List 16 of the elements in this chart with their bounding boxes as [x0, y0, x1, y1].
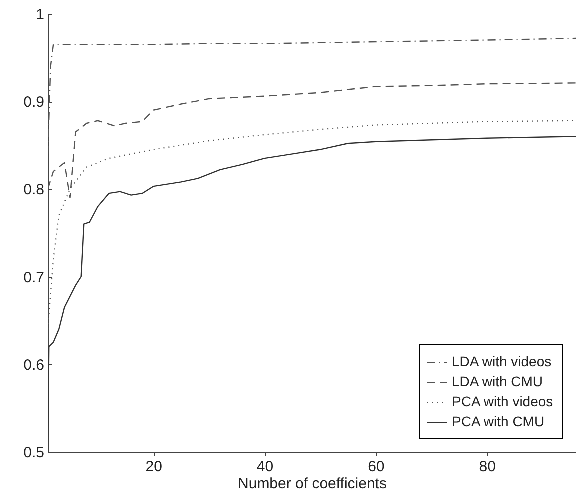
x-axis-title: Number of coefficients	[238, 476, 387, 492]
x-tick-label: 40	[256, 458, 274, 476]
y-tick-label: 0.9	[24, 94, 44, 112]
legend-label: LDA with CMU	[452, 374, 544, 390]
y-tick-label: 0.7	[24, 269, 44, 286]
x-tick-label: 80	[479, 458, 496, 476]
y-tick-label: 1	[36, 6, 44, 24]
legend-label: LDA with videos	[452, 354, 552, 370]
legend-label: PCA with CMU	[452, 414, 545, 430]
line-series	[48, 38, 576, 155]
y-tick-label: 0.5	[24, 444, 44, 462]
x-tick-label: 20	[146, 458, 162, 476]
x-tick-label: 60	[368, 458, 385, 476]
y-tick-label: 0.6	[24, 356, 44, 374]
y-tick-label: 0.8	[24, 182, 44, 199]
legend-label: PCA with videos	[452, 394, 554, 410]
